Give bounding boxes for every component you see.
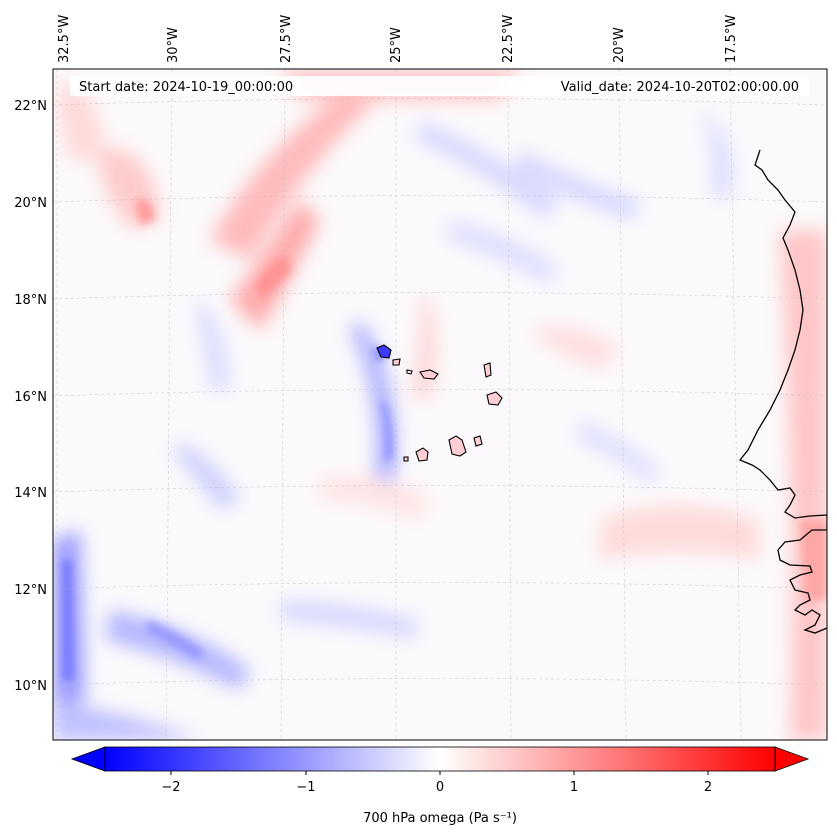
lon-label-25w: 25°W xyxy=(389,27,404,63)
lat-label-14n: 14°N xyxy=(14,486,47,501)
start-date-label: Start date: 2024-10-19_00:00:00 xyxy=(79,80,293,95)
colorbar-tick-label: 1 xyxy=(570,780,578,795)
africa-coastline xyxy=(738,149,827,634)
lat-label-16n: 16°N xyxy=(14,390,47,405)
valid-date-label: Valid_date: 2024-10-20T02:00:00.00 xyxy=(561,80,799,95)
lon-label-32-5w: 32.5°W xyxy=(57,15,72,63)
colorbar-tick-label: 2 xyxy=(704,780,712,795)
colorbar: −2 −1 0 1 2 700 hPa omega (Pa s⁻¹) xyxy=(70,746,810,826)
colorbar-tick-label: −2 xyxy=(161,780,180,795)
latitude-labels: 22°N 20°N 18°N 16°N 14°N 12°N 10°N xyxy=(14,99,47,694)
lat-label-18n: 18°N xyxy=(14,293,47,308)
lon-label-17-5w: 17.5°W xyxy=(724,15,739,63)
lon-label-22-5w: 22.5°W xyxy=(501,15,516,63)
gridlines xyxy=(53,69,827,740)
omega-field xyxy=(53,69,827,740)
lat-label-12n: 12°N xyxy=(14,583,47,598)
cape-verde-islands xyxy=(376,344,503,462)
lon-label-30w: 30°W xyxy=(166,27,181,63)
colorbar-tick-label: −1 xyxy=(296,780,315,795)
colorbar-tick-label: 0 xyxy=(436,780,444,795)
lat-label-10n: 10°N xyxy=(14,679,47,694)
map-frame xyxy=(52,68,828,741)
lat-label-22n: 22°N xyxy=(14,99,47,114)
header-box xyxy=(70,76,810,96)
lon-label-27-5w: 27.5°W xyxy=(279,15,294,63)
colorbar-gradient xyxy=(105,747,775,771)
longitude-labels: 32.5°W 30°W 27.5°W 25°W 22.5°W 20°W 17.5… xyxy=(57,15,739,63)
colorbar-extend-low xyxy=(70,746,106,772)
lon-label-20w: 20°W xyxy=(612,27,627,63)
colorbar-label: 700 hPa omega (Pa s⁻¹) xyxy=(363,811,517,826)
colorbar-ticks: −2 −1 0 1 2 xyxy=(161,771,712,795)
colorbar-extend-high xyxy=(774,746,810,772)
lat-label-20n: 20°N xyxy=(14,196,47,211)
